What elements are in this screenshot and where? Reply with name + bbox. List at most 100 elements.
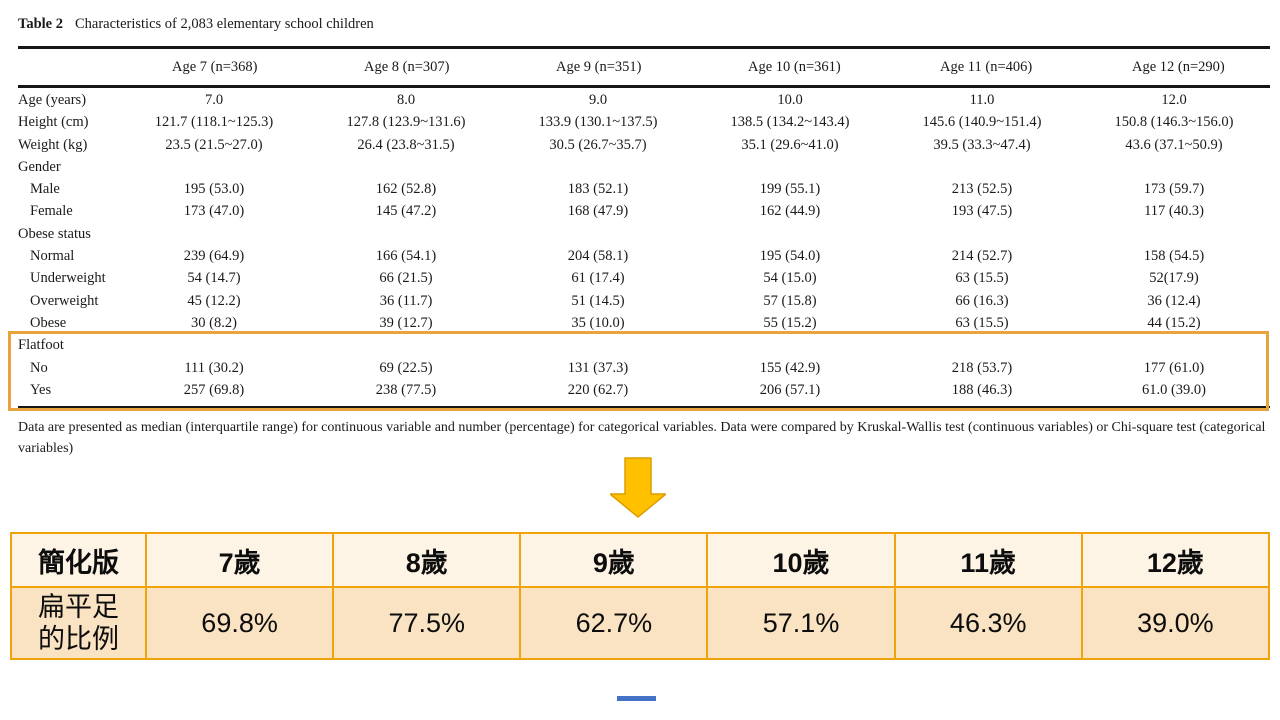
cell-value: 35 (10.0) — [571, 314, 625, 331]
row-label: Overweight — [30, 292, 99, 309]
cell-value: 11.0 — [969, 92, 995, 108]
cell-value: 199 (55.1) — [759, 181, 821, 198]
row-label: Normal — [30, 248, 75, 265]
row-label: Obese — [30, 314, 67, 331]
cell-value: 35.1 (29.6~41.0) — [741, 136, 839, 153]
row-label: Weight (kg) — [18, 136, 88, 153]
cell-value: 26.4 (23.8~31.5) — [357, 136, 455, 153]
simplified-cell-value: 62.7% — [519, 586, 709, 660]
cell-value: 111 (30.2) — [184, 359, 244, 376]
cell-value: 39.5 (33.3~47.4) — [933, 136, 1031, 153]
table-row: Male 195 (53.0) 162 (52.8) 183 (52.1) 199 (5… — [18, 178, 1270, 200]
blue-indicator-bar — [617, 696, 656, 701]
table-number-label: Table 2 — [18, 16, 63, 32]
cell-value — [310, 334, 502, 356]
simplified-cell-value: 39.0% — [1080, 586, 1271, 660]
row-label: Male — [30, 181, 60, 198]
cell-value: 195 (53.0) — [183, 181, 245, 198]
cell-value: 206 (57.1) — [759, 381, 821, 398]
down-arrow-icon — [610, 457, 666, 518]
cell-value: 121.7 (118.1~125.3) — [154, 114, 274, 131]
row-label: Age (years) — [18, 92, 87, 108]
cell-value: 30 (8.2) — [191, 314, 237, 331]
cell-value: 66 (16.3) — [955, 292, 1009, 309]
column-header: Age 9 (n=351) — [502, 47, 694, 88]
cell-value: 44 (15.2) — [1147, 314, 1201, 331]
row-label: Gender — [18, 158, 61, 175]
paper-table-title: Table 2 Characteristics of 2,083 elementa… — [18, 14, 1270, 34]
cell-value: 36 (12.4) — [1147, 292, 1201, 309]
cell-value — [1078, 156, 1270, 178]
cell-value: 39 (12.7) — [379, 314, 433, 331]
cell-value — [694, 156, 886, 178]
cell-value: 158 (54.5) — [1143, 248, 1205, 265]
simplified-corner-label: 簡化版 — [10, 532, 147, 588]
simplified-table: 簡化版 7歲 8歲 9歲 10歲 11歲 12歲 扁平足的比例 69.8% 77.5% 62.… — [10, 532, 1271, 660]
cell-value — [118, 223, 310, 245]
cell-value: 150.8 (146.3~156.0) — [1114, 114, 1234, 131]
cell-value: 214 (52.7) — [951, 248, 1013, 265]
cell-value — [886, 334, 1078, 356]
cell-value: 145 (47.2) — [375, 203, 437, 220]
row-label: Underweight — [30, 270, 106, 287]
cell-value: 218 (53.7) — [951, 359, 1013, 376]
table-row: Overweight 45 (12.2) 36 (11.7) 51 (14.5) 57 … — [18, 290, 1270, 312]
cell-value: 117 (40.3) — [1144, 203, 1204, 220]
cell-value: 23.5 (21.5~27.0) — [165, 136, 263, 153]
cell-value: 51 (14.5) — [571, 292, 625, 309]
cell-value: 183 (52.1) — [567, 181, 629, 198]
cell-value: 168 (47.9) — [567, 203, 629, 220]
cell-value: 30.5 (26.7~35.7) — [549, 136, 647, 153]
cell-value: 45 (12.2) — [187, 292, 241, 309]
cell-value: 55 (15.2) — [763, 314, 817, 331]
cell-value — [694, 334, 886, 356]
simplified-header-row: 簡化版 7歲 8歲 9歲 10歲 11歲 12歲 — [10, 532, 1271, 588]
cell-value: 63 (15.5) — [955, 314, 1009, 331]
cell-value: 131 (37.3) — [567, 359, 629, 376]
row-label: Flatfoot — [18, 337, 64, 354]
table-title-text: Characteristics of 2,083 elementary scho… — [75, 16, 374, 32]
row-label: Height (cm) — [18, 114, 89, 131]
table-row: Height (cm) 121.7 (118.1~125.3) 127.8 (123… — [18, 111, 1270, 133]
cell-value: 133.9 (130.1~137.5) — [538, 114, 658, 131]
table-row: Underweight 54 (14.7) 66 (21.5) 61 (17.4) 54… — [18, 267, 1270, 289]
cell-value: 36 (11.7) — [379, 292, 433, 309]
cell-value — [310, 223, 502, 245]
cell-value: 145.6 (140.9~151.4) — [922, 114, 1042, 131]
cell-value: 173 (47.0) — [183, 203, 245, 220]
header-row: Age 7 (n=368) Age 8 (n=307) Age 9 (n=351) A… — [18, 47, 1270, 88]
cell-value: 61 (17.4) — [571, 270, 625, 287]
table-row: Normal 239 (64.9) 166 (54.1) 204 (58.1) 195 … — [18, 245, 1270, 267]
cell-value: 220 (62.7) — [567, 381, 629, 398]
cell-value — [118, 156, 310, 178]
cell-value: 66 (21.5) — [379, 270, 433, 287]
cell-value: 69 (22.5) — [379, 359, 433, 376]
column-header: Age 8 (n=307) — [310, 47, 502, 88]
cell-value: 7.0 — [204, 92, 224, 108]
paper-table-section: Table 2 Characteristics of 2,083 elementa… — [18, 14, 1270, 459]
cell-value: 213 (52.5) — [951, 181, 1013, 198]
cell-value: 43.6 (37.1~50.9) — [1125, 136, 1223, 153]
cell-value: 204 (58.1) — [567, 248, 629, 265]
cell-value: 193 (47.5) — [951, 203, 1013, 220]
simplified-column-header: 10歲 — [706, 532, 896, 588]
cell-value — [694, 223, 886, 245]
cell-value — [1078, 223, 1270, 245]
simplified-column-header: 9歲 — [519, 532, 709, 588]
table-row: Obese 30 (8.2) 39 (12.7) 35 (10.0) 55 (15.2)… — [18, 312, 1270, 334]
cell-value: 162 (52.8) — [375, 181, 437, 198]
cell-value: 239 (64.9) — [183, 248, 245, 265]
cell-value: 177 (61.0) — [1143, 359, 1205, 376]
cell-value: 10.0 — [777, 92, 803, 108]
cell-value: 9.0 — [588, 92, 608, 108]
cell-value: 61.0 (39.0) — [1141, 381, 1207, 398]
cell-value: 138.5 (134.2~143.4) — [730, 114, 850, 131]
cell-value: 63 (15.5) — [955, 270, 1009, 287]
table-row: Yes 257 (69.8) 238 (77.5) 220 (62.7) 206 (57… — [18, 379, 1270, 407]
simplified-data-row: 扁平足的比例 69.8% 77.5% 62.7% 57.1% 46.3% 39.0% — [10, 586, 1271, 660]
column-header: Age 12 (n=290) — [1078, 47, 1270, 88]
cell-value — [310, 156, 502, 178]
row-label: Female — [30, 203, 73, 220]
cell-value: 52(17.9) — [1149, 270, 1199, 287]
simplified-cell-value: 77.5% — [332, 586, 522, 660]
